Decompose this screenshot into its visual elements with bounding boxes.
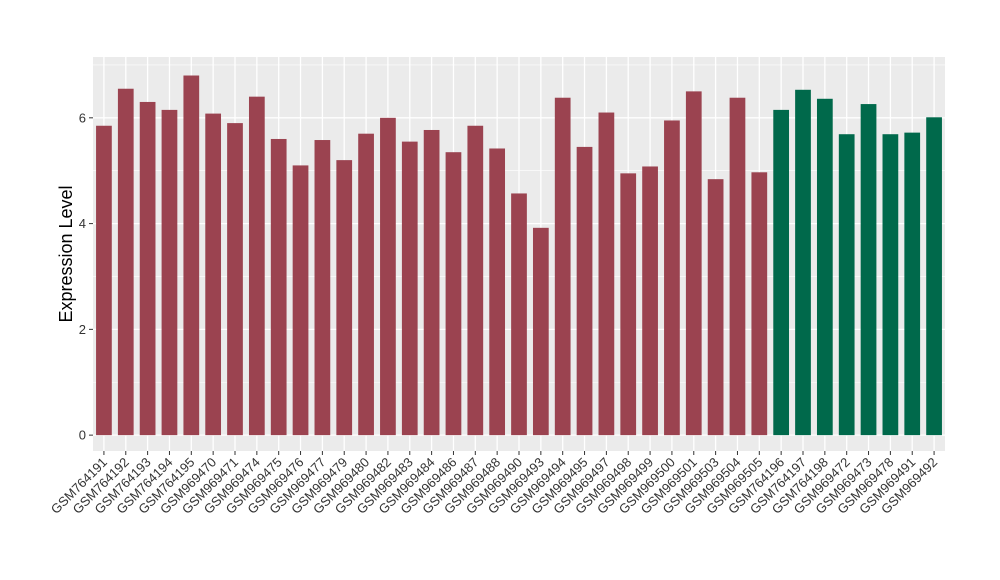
bar-GSM764191 (96, 125, 112, 436)
bar-GSM969475 (270, 138, 287, 436)
bar-GSM969473 (860, 104, 877, 436)
bar-GSM969470 (205, 113, 222, 436)
bar-GSM764193 (139, 101, 156, 436)
bars (96, 75, 942, 436)
bar-GSM969480 (358, 133, 374, 436)
bar-GSM969494 (554, 97, 571, 436)
bar-GSM969501 (685, 91, 702, 436)
bar-GSM969495 (576, 146, 593, 436)
bar-GSM969472 (838, 134, 855, 436)
bar-GSM969478 (882, 134, 899, 436)
bar-GSM764195 (183, 75, 200, 436)
bar-GSM969483 (401, 141, 418, 436)
y-axis-title: Expression Level (56, 185, 76, 322)
bar-GSM969479 (336, 160, 353, 436)
bar-GSM764194 (161, 109, 178, 436)
y-tick-label: 0 (79, 428, 86, 443)
bar-GSM969498 (620, 173, 637, 436)
y-tick-label: 6 (79, 110, 86, 125)
bar-GSM969487 (467, 125, 484, 436)
y-tick-label: 4 (79, 216, 86, 231)
bar-GSM969477 (314, 140, 331, 436)
bar-GSM969484 (423, 129, 440, 436)
bar-GSM764192 (117, 88, 134, 436)
y-tick-label: 2 (79, 322, 86, 337)
bar-GSM969476 (292, 165, 309, 436)
bar-GSM969491 (904, 132, 921, 436)
bar-GSM969499 (642, 166, 658, 436)
bar-GSM969500 (664, 120, 680, 436)
bar-GSM969497 (598, 112, 615, 436)
bar-GSM969482 (380, 117, 396, 436)
bar-GSM969493 (532, 227, 549, 436)
bar-GSM969488 (489, 148, 506, 436)
y-axis: 0 2 4 6 (79, 110, 93, 443)
bar-GSM764196 (773, 109, 790, 436)
bar-GSM969505 (751, 172, 768, 436)
bar-GSM969471 (227, 123, 243, 436)
x-axis: GSM764191GSM764192GSM764193GSM764194GSM7… (48, 451, 940, 517)
bar-GSM764198 (816, 98, 833, 436)
bar-GSM969486 (445, 152, 462, 436)
bar-GSM969474 (248, 96, 265, 436)
bar-GSM969492 (926, 117, 942, 436)
bar-GSM764197 (795, 89, 811, 436)
bar-GSM969503 (707, 179, 724, 436)
bar-GSM969490 (511, 193, 527, 436)
bar-GSM969504 (729, 97, 746, 436)
